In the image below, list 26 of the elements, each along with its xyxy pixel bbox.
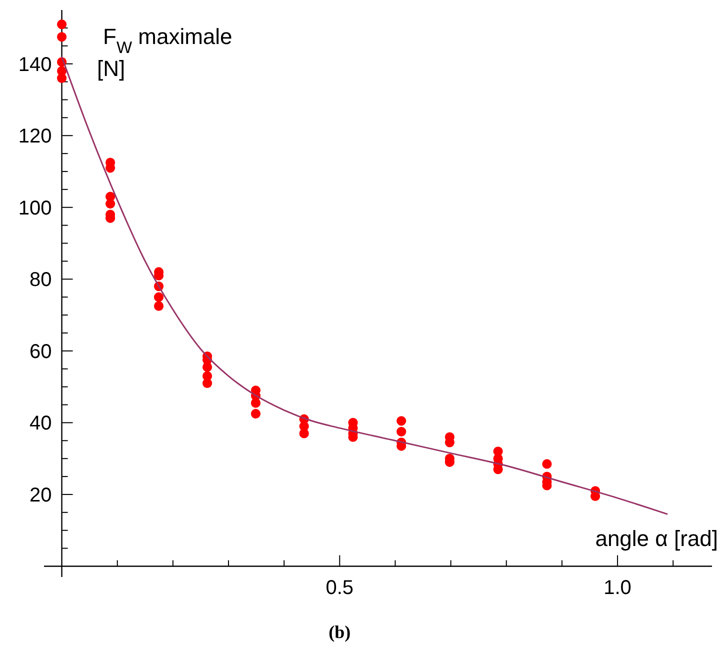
point — [250, 398, 261, 408]
y-tick-label: 80 — [30, 269, 52, 292]
y-tick-label: 100 — [18, 197, 52, 220]
x-tick-label: 0.5 — [326, 577, 354, 600]
point — [396, 426, 406, 436]
point — [56, 32, 67, 42]
point — [202, 362, 212, 372]
x-axis-title: angle α [rad] — [595, 526, 718, 552]
point — [396, 416, 406, 426]
y-tick-label: 140 — [18, 54, 52, 76]
text: (b) — [328, 622, 351, 642]
y-tick-label: 120 — [18, 126, 52, 148]
point — [542, 459, 552, 469]
point — [202, 378, 212, 388]
point — [299, 428, 309, 438]
point — [56, 20, 67, 30]
y-tick-label: 20 — [30, 484, 52, 506]
point — [106, 198, 116, 209]
point — [154, 301, 164, 311]
y-axis-title: F$_{W}$ maximale [N] — [97, 24, 232, 81]
x-tick-label: 1.0 — [604, 577, 632, 600]
y-tick-label: 40 — [30, 412, 52, 435]
point — [56, 73, 67, 83]
y-tick-label: 60 — [30, 340, 52, 363]
point — [250, 408, 261, 419]
point — [154, 292, 164, 302]
